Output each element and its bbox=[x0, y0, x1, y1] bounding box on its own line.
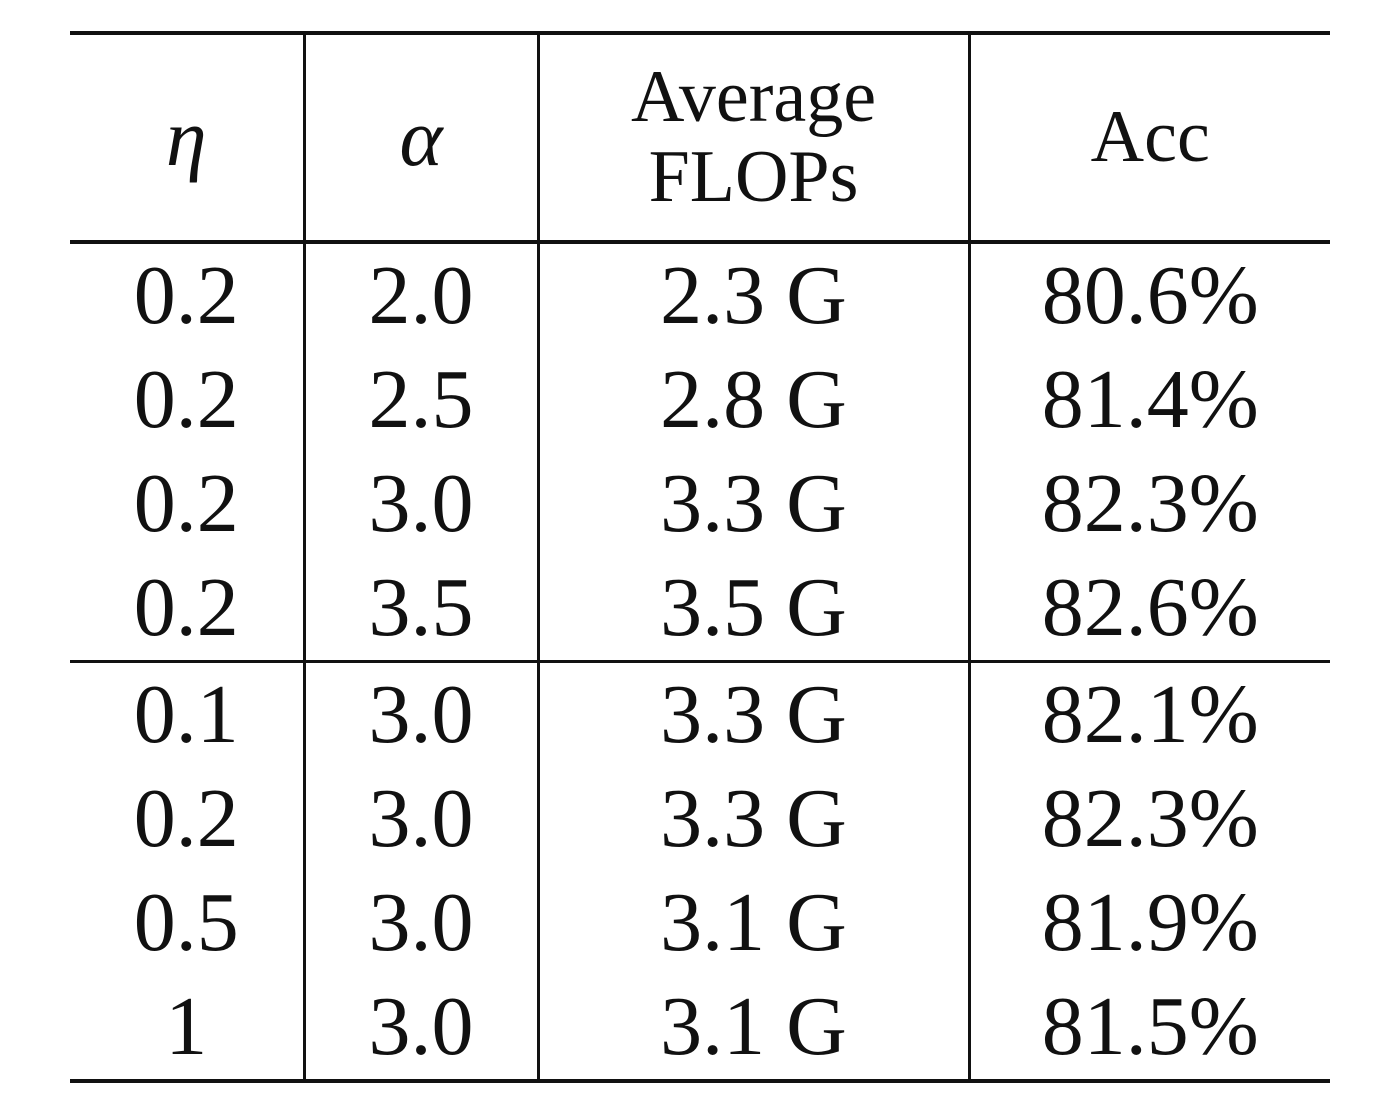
results-table: η α Average FLOPs Acc 0.2 2.0 2.3 G 80.6… bbox=[70, 31, 1330, 1083]
cell-alpha: 2.0 bbox=[302, 242, 538, 348]
row-group-eta-sweep: 0.1 3.0 3.3 G 82.1% 0.2 3.0 3.3 G 82.3% … bbox=[70, 661, 1330, 1083]
table-row: 1 3.0 3.1 G 81.5% bbox=[70, 975, 1330, 1083]
cell-flops: 2.3 G bbox=[536, 242, 969, 348]
cell-acc: 82.6% bbox=[967, 556, 1330, 663]
header-average-flops-line2: FLOPs bbox=[648, 135, 859, 218]
cell-acc: 81.5% bbox=[967, 975, 1330, 1083]
cell-acc: 82.3% bbox=[967, 452, 1330, 556]
cell-acc: 81.4% bbox=[967, 348, 1330, 452]
cell-flops: 2.8 G bbox=[536, 348, 969, 452]
cell-eta: 0.2 bbox=[133, 249, 239, 342]
cell-flops: 3.1 G bbox=[536, 975, 969, 1083]
cell-eta: 0.2 bbox=[133, 772, 239, 865]
results-table-container: η α Average FLOPs Acc 0.2 2.0 2.3 G 80.6… bbox=[70, 31, 1330, 1083]
header-acc: Acc bbox=[967, 33, 1330, 242]
table-row: 0.1 3.0 3.3 G 82.1% bbox=[70, 661, 1330, 767]
table-header: η α Average FLOPs Acc bbox=[70, 33, 1330, 242]
cell-acc: 80.6% bbox=[967, 242, 1330, 348]
cell-alpha: 3.0 bbox=[302, 661, 538, 767]
cell-acc: 82.3% bbox=[967, 767, 1330, 871]
table-row: 0.2 2.5 2.8 G 81.4% bbox=[70, 348, 1330, 452]
cell-flops: 3.3 G bbox=[536, 767, 969, 871]
header-average-flops: Average FLOPs bbox=[536, 33, 969, 242]
cell-alpha: 3.0 bbox=[302, 452, 538, 556]
table-row: 0.2 3.0 3.3 G 82.3% bbox=[70, 767, 1330, 871]
cell-eta: 1 bbox=[70, 975, 304, 1083]
header-eta: η bbox=[165, 91, 207, 183]
table-row: 0.2 2.0 2.3 G 80.6% bbox=[70, 242, 1330, 348]
cell-alpha: 3.0 bbox=[302, 871, 538, 975]
header-alpha: α bbox=[302, 33, 538, 242]
header-row: η α Average FLOPs Acc bbox=[70, 33, 1330, 242]
cell-alpha: 3.5 bbox=[302, 556, 538, 663]
header-average-flops-line1: Average bbox=[630, 56, 877, 139]
cell-flops: 3.5 G bbox=[536, 556, 969, 663]
cell-alpha: 3.0 bbox=[302, 975, 538, 1083]
cell-acc: 82.1% bbox=[967, 661, 1330, 767]
row-group-alpha-sweep: 0.2 2.0 2.3 G 80.6% 0.2 2.5 2.8 G 81.4% … bbox=[70, 242, 1330, 663]
cell-eta: 0.2 bbox=[133, 457, 239, 550]
cell-eta: 0.2 bbox=[133, 353, 239, 446]
table-row: 0.5 3.0 3.1 G 81.9% bbox=[70, 871, 1330, 975]
cell-eta: 0.1 bbox=[133, 668, 239, 761]
table-row: 0.2 3.0 3.3 G 82.3% bbox=[70, 452, 1330, 556]
cell-alpha: 3.0 bbox=[302, 767, 538, 871]
cell-eta: 0.2 bbox=[70, 556, 304, 663]
cell-flops: 3.3 G bbox=[536, 452, 969, 556]
cell-eta: 0.5 bbox=[133, 876, 239, 969]
cell-flops: 3.3 G bbox=[536, 661, 969, 767]
cell-acc: 81.9% bbox=[967, 871, 1330, 975]
cell-alpha: 2.5 bbox=[302, 348, 538, 452]
cell-flops: 3.1 G bbox=[536, 871, 969, 975]
table-row: 0.2 3.5 3.5 G 82.6% bbox=[70, 556, 1330, 663]
